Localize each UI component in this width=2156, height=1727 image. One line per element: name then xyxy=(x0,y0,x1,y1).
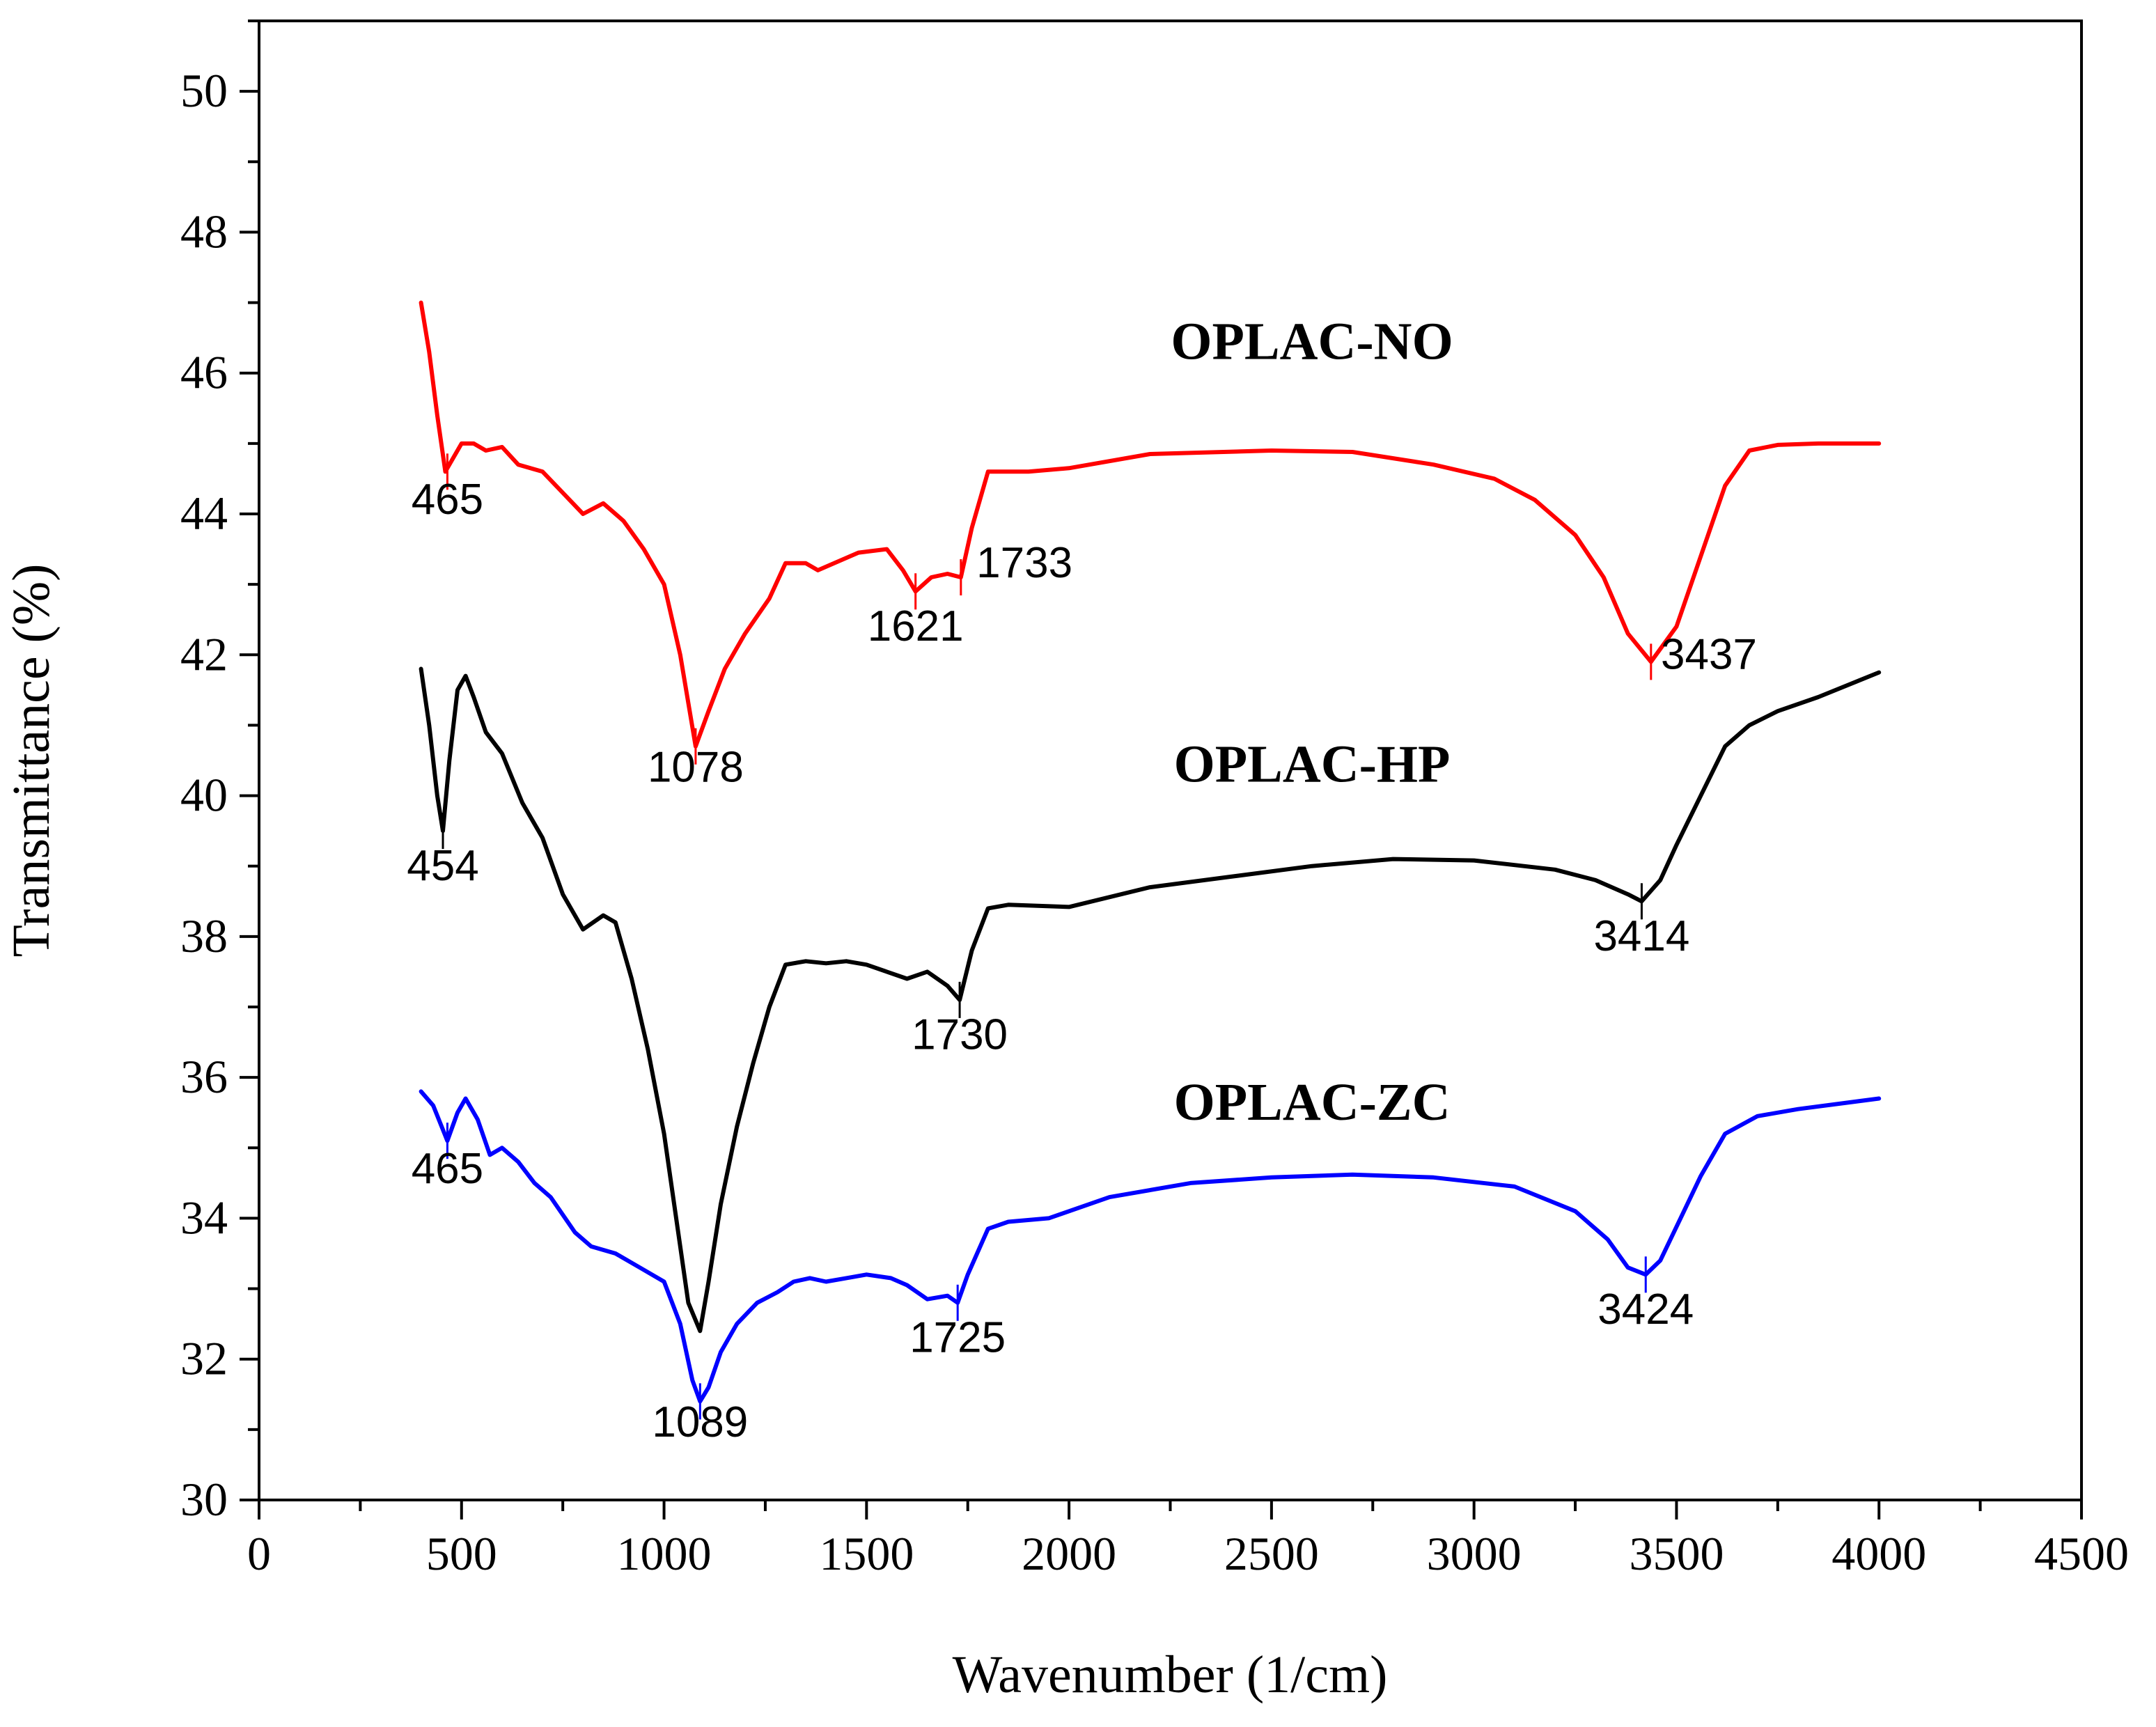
peak-label-oplac-no-1078: 1078 xyxy=(648,743,744,791)
y-tick-label-46: 46 xyxy=(180,346,228,399)
peak-label-oplac-no-1733: 1733 xyxy=(976,539,1072,587)
y-tick-label-50: 50 xyxy=(180,64,228,117)
y-tick-label-40: 40 xyxy=(180,769,228,822)
x-tick-label-3500: 3500 xyxy=(1629,1527,1724,1580)
peak-label-oplac-zc-1725: 1725 xyxy=(909,1314,1006,1362)
peak-label-oplac-zc-1089: 1089 xyxy=(652,1398,748,1446)
x-tick-label-1000: 1000 xyxy=(617,1527,712,1580)
peak-label-oplac-no-465: 465 xyxy=(412,476,483,524)
plot-frame xyxy=(258,19,2083,1501)
series-line-oplac-zc xyxy=(419,1089,1882,1404)
y-tick-label-32: 32 xyxy=(180,1332,228,1385)
peak-label-oplac-hp-3414: 3414 xyxy=(1593,912,1689,960)
peak-label-oplac-zc-465: 465 xyxy=(412,1145,483,1193)
y-axis-title: Transmittance (%) xyxy=(2,564,61,958)
axis-layer: 0 500 1000 1500 2000 2500 3000 3500 4000 4500 30 32… xyxy=(180,19,2129,1580)
peak-label-oplac-hp-454: 454 xyxy=(407,842,478,890)
x-tick-label-1500: 1500 xyxy=(819,1527,914,1580)
x-tick-label-2000: 2000 xyxy=(1022,1527,1116,1580)
peak-label-oplac-zc-3424: 3424 xyxy=(1598,1286,1694,1334)
series-line-oplac-no xyxy=(419,300,1882,749)
x-tick-label-4000: 4000 xyxy=(1831,1527,1926,1580)
x-tick-label-0: 0 xyxy=(247,1527,271,1580)
x-tick-label-4500: 4500 xyxy=(2034,1527,2129,1580)
x-tick-label-500: 500 xyxy=(426,1527,497,1580)
y-tick-label-42: 42 xyxy=(180,627,228,680)
y-tick-label-34: 34 xyxy=(180,1191,228,1244)
series-label-oplac-hp: OPLAC-HP xyxy=(1174,735,1451,793)
peak-label-oplac-no-3437: 3437 xyxy=(1661,631,1757,679)
x-tick-label-3000: 3000 xyxy=(1427,1527,1522,1580)
y-tick-label-36: 36 xyxy=(180,1050,228,1103)
peak-label-oplac-no-1621: 1621 xyxy=(868,602,964,650)
series-layer: OPLAC-NO OPLAC-HP OPLAC-ZC xyxy=(419,300,1882,1404)
series-line-oplac-hp xyxy=(419,666,1882,1334)
y-tick-label-38: 38 xyxy=(180,909,228,962)
x-tick-label-2500: 2500 xyxy=(1224,1527,1319,1580)
series-label-oplac-zc: OPLAC-ZC xyxy=(1174,1073,1451,1132)
y-tick-label-30: 30 xyxy=(180,1473,228,1526)
y-tick-label-44: 44 xyxy=(180,487,228,540)
series-label-oplac-no: OPLAC-NO xyxy=(1171,312,1453,370)
y-tick-label-48: 48 xyxy=(180,205,228,258)
peak-label-oplac-hp-1730: 1730 xyxy=(912,1011,1008,1059)
x-axis-title: Wavenumber (1/cm) xyxy=(953,1646,1388,1704)
